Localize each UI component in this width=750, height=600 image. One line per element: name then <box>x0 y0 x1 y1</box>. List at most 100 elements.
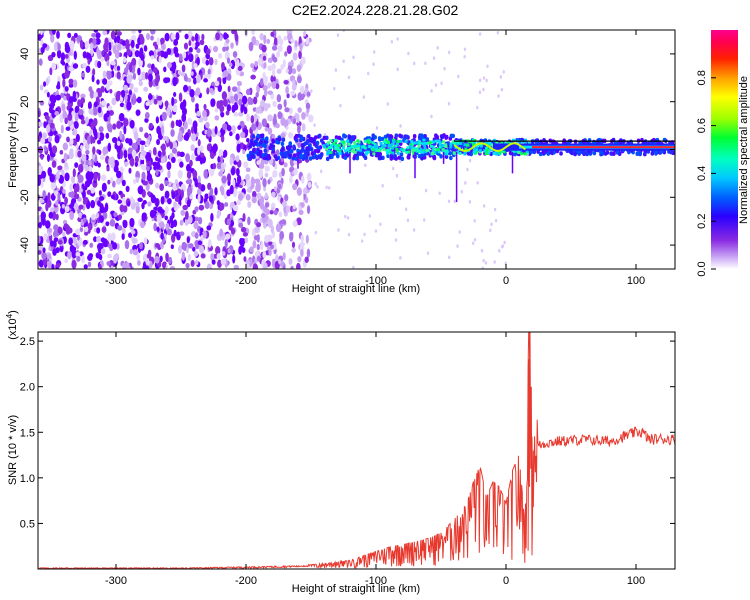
noise-cell <box>164 32 170 42</box>
noise-cell <box>135 109 141 116</box>
snr-panel: -300 -200 -100 0 100 0.5 1.0 1.5 2.0 2.5 Height … <box>5 310 676 595</box>
x-tick-label: 0 <box>503 575 509 587</box>
noise-cell <box>276 94 282 103</box>
band-cell <box>619 138 623 143</box>
noise-cell <box>227 180 231 186</box>
band-peak-cell <box>396 139 400 143</box>
noise-cell <box>78 109 84 116</box>
band-cell <box>377 136 382 141</box>
noise-cell <box>237 193 244 202</box>
noise-cell <box>144 117 149 123</box>
noise-cell <box>250 74 256 80</box>
noise-cell <box>88 253 94 259</box>
noise-cell <box>227 68 232 75</box>
snr-series-line <box>38 332 675 569</box>
noise-cell <box>110 156 115 165</box>
noise-cell <box>106 261 111 266</box>
noise-cell <box>236 199 241 206</box>
noise-cell <box>126 48 131 56</box>
noise-cell <box>486 64 489 69</box>
noise-cell <box>75 251 81 257</box>
noise-cell <box>183 42 189 50</box>
noise-cell <box>270 31 275 37</box>
noise-cell <box>164 190 170 199</box>
noise-cell <box>122 84 129 91</box>
noise-cell <box>172 61 177 71</box>
noise-cell <box>143 237 148 245</box>
noise-cell <box>306 205 311 215</box>
noise-cell <box>53 41 58 52</box>
noise-cell <box>100 237 106 243</box>
band-peak-cell <box>419 150 423 154</box>
noise-cell <box>50 207 54 214</box>
band-peak-cell <box>475 144 479 148</box>
band-cell <box>635 151 640 157</box>
noise-cell <box>154 255 160 264</box>
noise-cell <box>96 235 102 243</box>
noise-cell <box>243 256 247 262</box>
band-cell <box>412 134 417 139</box>
band-peak-cell <box>329 146 333 150</box>
noise-cell <box>127 201 131 207</box>
band-cell <box>373 135 377 140</box>
noise-cell <box>314 230 318 235</box>
band-peak-cell <box>485 147 489 151</box>
noise-cell <box>123 149 128 159</box>
noise-cell <box>221 175 227 184</box>
noise-cell <box>47 192 51 202</box>
noise-cell <box>152 196 157 203</box>
noise-cell <box>75 133 80 143</box>
noise-cell <box>270 74 276 83</box>
band-cell <box>250 153 255 159</box>
noise-cell <box>281 167 285 177</box>
band-cell <box>584 151 589 157</box>
band-peak-cell <box>436 147 440 151</box>
band-peak-cell <box>487 141 491 145</box>
noise-cell <box>232 205 239 212</box>
noise-cell <box>222 70 229 78</box>
noise-cell <box>140 53 145 61</box>
band-peak-cell <box>338 151 342 155</box>
band-peak-cell <box>385 141 389 145</box>
noise-cell <box>264 127 269 132</box>
noise-cell <box>146 33 151 41</box>
noise-cell <box>246 179 252 188</box>
noise-cell <box>46 199 52 208</box>
noise-cell <box>203 116 208 122</box>
noise-cell <box>232 178 236 188</box>
noise-cell <box>80 119 86 125</box>
band-peak-cell <box>325 147 329 151</box>
noise-cell <box>96 139 102 145</box>
noise-cell <box>229 131 233 137</box>
band-peak-cell <box>363 139 367 143</box>
noise-cell <box>147 191 152 196</box>
noise-cell <box>66 136 70 143</box>
noise-cell <box>254 60 258 68</box>
band-peak-cell <box>374 145 378 149</box>
band-peak-cell <box>419 147 423 151</box>
band-peak-cell <box>329 139 333 143</box>
noise-cell <box>135 176 140 184</box>
noise-cell <box>286 45 292 55</box>
band-cell <box>440 134 445 140</box>
noise-cell <box>69 138 74 145</box>
band-cell <box>288 141 293 146</box>
noise-cell <box>292 204 296 210</box>
band-cell <box>305 139 310 144</box>
band-peak-cell <box>327 146 331 150</box>
band-peak-cell <box>455 142 459 146</box>
band-peak-cell <box>463 152 467 156</box>
noise-cell <box>264 234 270 243</box>
noise-cell <box>302 187 308 195</box>
noise-cell <box>271 63 276 71</box>
noise-cell <box>229 219 235 227</box>
band-cell <box>305 146 309 151</box>
noise-cell <box>203 169 208 179</box>
noise-cell <box>102 70 107 79</box>
noise-cell <box>283 119 289 127</box>
band-peak-cell <box>452 151 456 155</box>
noise-cell <box>141 171 146 181</box>
noise-cell <box>124 161 129 167</box>
band-peak-cell <box>487 150 491 154</box>
noise-cell <box>166 228 172 236</box>
